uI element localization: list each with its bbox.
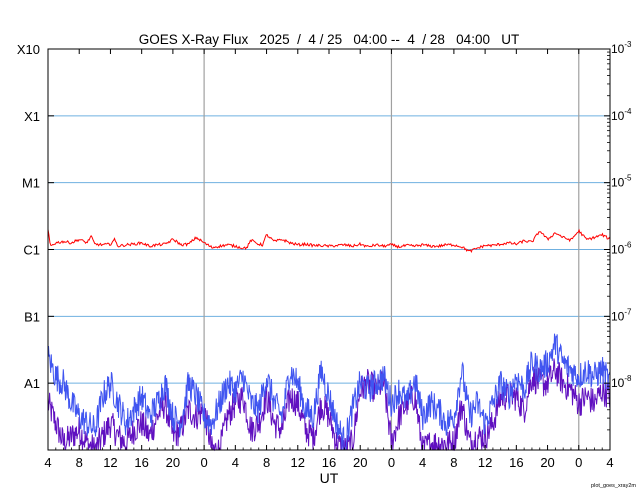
left-axis-label-x1: X1	[24, 109, 40, 124]
right-axis-flux-labels: 10-3 10-4 10-5 10-6 10-7 10-8	[48, 40, 632, 431]
left-axis-label-c1: C1	[23, 243, 40, 258]
x-tick-label: 4	[606, 455, 613, 470]
right-axis-label: 10-4	[611, 107, 632, 123]
x-tick-label: 0	[575, 455, 582, 470]
plot-id: plot_goes_xray2m	[591, 483, 636, 489]
x-tick-label: 8	[450, 455, 457, 470]
right-axis-label: 10-5	[611, 174, 632, 190]
x-tick-label: 16	[322, 455, 336, 470]
left-axis-label-b1: B1	[24, 309, 40, 324]
x-tick-label: 16	[509, 455, 523, 470]
x-axis-label: UT	[320, 470, 339, 486]
series-line-1	[47, 333, 611, 451]
left-axis-label-x10: X10	[17, 42, 40, 57]
x-tick-label: 16	[134, 455, 148, 470]
right-axis-label: 10-3	[611, 40, 632, 56]
x-tick-label: 12	[103, 455, 117, 470]
right-axis-label: 10-7	[611, 307, 632, 323]
x-tick-label: 20	[166, 455, 180, 470]
x-tick-label: 0	[388, 455, 395, 470]
x-axis-ticks: 4 8 12 16 20 0 4 8 12 16 20 0 4 8 12 16 20 0 4	[44, 49, 614, 470]
x-tick-label: 8	[76, 455, 83, 470]
x-tick-label: 12	[478, 455, 492, 470]
x-tick-label: 20	[353, 455, 367, 470]
x-tick-label: 8	[263, 455, 270, 470]
x-tick-label: 12	[291, 455, 305, 470]
left-axis-label-a1: A1	[24, 376, 40, 391]
level-gridlines	[48, 115, 610, 384]
right-axis-label: 10-6	[611, 241, 632, 257]
x-tick-label: 4	[419, 455, 426, 470]
chart-title: GOES X-Ray Flux 2025 / 4 / 25 04:00 -- 4…	[139, 32, 519, 47]
flux-series	[47, 228, 611, 452]
right-axis-label: 10-8	[611, 374, 632, 390]
x-tick-label: 4	[232, 455, 239, 470]
series-line-2	[47, 358, 611, 452]
series-line-0	[47, 228, 611, 254]
x-tick-label: 0	[200, 455, 207, 470]
left-axis-class-labels: X10 X1 M1 C1 B1 A1	[17, 42, 40, 391]
x-tick-label: 4	[44, 455, 51, 470]
left-axis-label-m1: M1	[22, 176, 40, 191]
x-tick-label: 20	[540, 455, 554, 470]
